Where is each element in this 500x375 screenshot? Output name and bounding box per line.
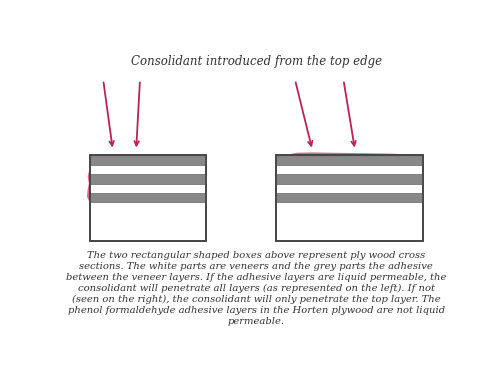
Bar (90, 155, 206, 242)
Text: phenol formaldehyde adhesive layers in the Horten plywood are not liquid: phenol formaldehyde adhesive layers in t… (68, 306, 445, 315)
Bar (90, 174, 206, 184)
Text: Consolidant introduced from the top edge: Consolidant introduced from the top edge (130, 55, 382, 68)
Text: sections. The white parts are veneers and the grey parts the adhesive: sections. The white parts are veneers an… (80, 262, 433, 272)
Bar (276, 174, 423, 184)
Bar (276, 156, 423, 165)
Bar (90, 193, 206, 202)
Bar (90, 156, 206, 165)
Polygon shape (280, 152, 417, 167)
FancyBboxPatch shape (276, 155, 423, 242)
Text: consolidant will penetrate all layers (as represented on the left). If not: consolidant will penetrate all layers (a… (78, 284, 435, 294)
Bar (276, 193, 423, 202)
Text: The two rectangular shaped boxes above represent ply wood cross: The two rectangular shaped boxes above r… (87, 252, 426, 261)
Polygon shape (87, 156, 165, 211)
Text: (seen on the right), the consolidant will only penetrate the top layer. The: (seen on the right), the consolidant wil… (72, 296, 440, 304)
FancyBboxPatch shape (90, 155, 206, 242)
Bar (276, 155, 423, 242)
Text: permeable.: permeable. (228, 317, 285, 326)
Text: between the veneer layers. If the adhesive layers are liquid permeable, the: between the veneer layers. If the adhesi… (66, 273, 446, 282)
